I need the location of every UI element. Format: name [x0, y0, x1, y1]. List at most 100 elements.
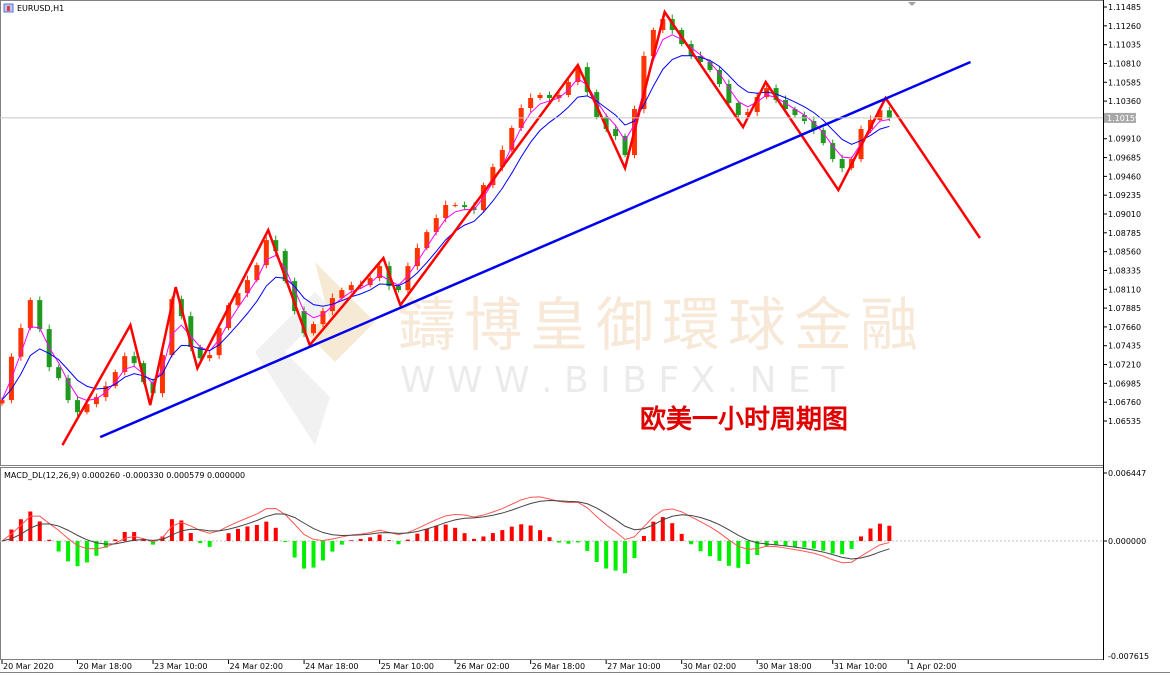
- bull-candle: [575, 67, 581, 83]
- histogram-bar-negative: [745, 541, 750, 565]
- main-panel[interactable]: [0, 0, 1104, 466]
- histogram-bar-positive: [264, 521, 269, 541]
- bull-candle: [764, 88, 770, 97]
- histogram-bar-positive: [481, 536, 486, 541]
- histogram-bar-negative: [575, 541, 580, 543]
- price-tick-label: 1.11485: [1108, 3, 1141, 12]
- histogram-bar-positive: [387, 540, 392, 541]
- macd-label: MACD_DL(12,26,9) 0.000260 -0.000330 0.00…: [4, 471, 245, 480]
- slow-moving-average-line: [1, 55, 890, 401]
- bull-candle: [641, 56, 647, 110]
- histogram-bar-negative: [556, 541, 561, 543]
- current-price-box: [1104, 112, 1136, 123]
- bull-candle: [509, 128, 515, 151]
- price-tick-label: 1.08560: [1108, 248, 1141, 257]
- histogram-bar-negative: [755, 541, 760, 556]
- histogram-bar-positive: [254, 524, 259, 541]
- price-axis[interactable]: 1.11485 1.11260 1.11035 1.10810 1.10585 1.103…: [1103, 0, 1141, 660]
- histogram-bar-negative: [566, 541, 571, 544]
- bear-candle: [75, 400, 81, 413]
- bull-candle: [424, 232, 430, 249]
- histogram-bar-negative: [632, 541, 637, 559]
- histogram-bar-positive: [47, 539, 52, 541]
- bear-candle: [783, 100, 789, 110]
- bull-candle: [18, 328, 24, 357]
- histogram-bar-positive: [9, 529, 14, 541]
- histogram-bar-negative: [84, 541, 89, 563]
- bear-candle: [197, 347, 203, 359]
- histogram-bar-positive: [236, 528, 240, 541]
- histogram-bar-positive: [405, 539, 410, 541]
- macd-panel[interactable]: [0, 467, 1104, 660]
- bull-candle: [405, 266, 411, 291]
- price-tick-label: 1.07660: [1108, 323, 1141, 332]
- bull-candle: [122, 356, 128, 373]
- histogram-bar-negative: [320, 541, 325, 561]
- time-tick-label: 24 Mar 18:00: [305, 662, 358, 671]
- histogram-bar-negative: [840, 541, 845, 555]
- bull-candle: [565, 82, 571, 95]
- price-tick-label: 1.07885: [1108, 304, 1141, 313]
- price-tick-label: 1.09910: [1108, 135, 1141, 144]
- watermark-url: W W W . B I B F X . N E T: [400, 360, 845, 401]
- bull-candle: [537, 94, 543, 99]
- histogram-bar-positive: [160, 536, 165, 541]
- histogram-bar-negative: [821, 541, 826, 551]
- histogram-bar-positive: [226, 533, 231, 541]
- macd-axis: 0.006447 0.000000 -0.007615: [1103, 469, 1149, 661]
- histogram-bar-positive: [453, 527, 458, 541]
- histogram-bar-positive: [641, 535, 646, 541]
- shift-marker-icon[interactable]: [908, 2, 916, 6]
- histogram-bar-positive: [358, 538, 363, 541]
- bear-candle: [584, 67, 590, 93]
- price-tick-label: 1.07435: [1108, 342, 1141, 351]
- price-tick-label: 1.09010: [1108, 210, 1141, 219]
- bull-candle: [207, 355, 213, 359]
- histogram-bar-positive: [547, 537, 552, 541]
- time-tick-label: 23 Mar 10:00: [154, 662, 207, 671]
- watermark-name: 鑄博皇御環球金融: [398, 291, 926, 359]
- time-tick-label: 30 Mar 02:00: [683, 662, 736, 671]
- histogram-bar-negative: [783, 541, 788, 547]
- macd-line: [1, 496, 890, 564]
- macd-axis-max: 0.006447: [1108, 469, 1146, 478]
- time-tick-label: 1 Apr 02:00: [909, 662, 956, 671]
- bear-candle: [726, 84, 732, 104]
- bull-candle: [877, 110, 883, 120]
- bear-candle: [471, 207, 477, 211]
- histogram-bar-positive: [877, 523, 882, 541]
- bull-candle: [93, 397, 99, 405]
- histogram-bar-negative: [292, 541, 297, 558]
- bear-candle: [547, 94, 553, 99]
- histogram-bar-positive: [443, 524, 448, 541]
- price-tick-label: 1.10585: [1108, 78, 1141, 87]
- bull-candle: [112, 372, 118, 387]
- bull-candle: [84, 404, 90, 413]
- fast-moving-average-line: [1, 34, 890, 401]
- bear-candle: [603, 117, 609, 130]
- bull-candle: [499, 150, 505, 168]
- histogram-bar-positive: [377, 534, 382, 541]
- time-tick-label: 20 Mar 18:00: [79, 662, 132, 671]
- histogram-bar-positive: [18, 519, 23, 541]
- bull-candle: [348, 285, 354, 291]
- bull-candle: [452, 205, 458, 207]
- bull-candle: [754, 96, 760, 113]
- time-tick-label: 25 Mar 10:00: [381, 662, 434, 671]
- bull-candle: [745, 112, 751, 116]
- histogram-bar-positive: [462, 533, 467, 541]
- histogram-bar-positive: [122, 531, 127, 541]
- histogram-bar-negative: [339, 541, 344, 545]
- bear-candle: [613, 129, 619, 137]
- histogram-bar-positive: [519, 524, 524, 541]
- histogram-bar-negative: [151, 541, 156, 545]
- histogram-bar-positive: [434, 525, 439, 541]
- bear-candle: [886, 110, 892, 118]
- histogram-bar-positive: [273, 527, 278, 541]
- histogram-bar-negative: [802, 541, 807, 548]
- bull-candle: [216, 328, 222, 356]
- signal-line: [1, 500, 890, 560]
- bull-candle: [27, 300, 33, 329]
- bull-candle: [103, 386, 109, 398]
